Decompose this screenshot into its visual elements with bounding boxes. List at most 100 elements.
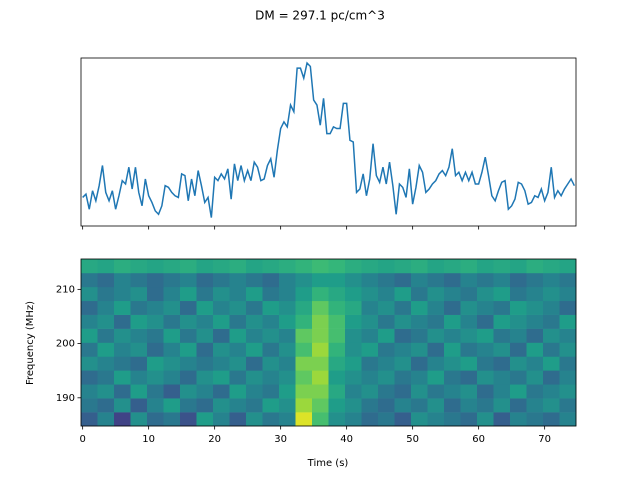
heatmap-cell — [147, 272, 164, 288]
x-tick-label: 50 — [406, 434, 419, 445]
heatmap-cell — [163, 384, 181, 399]
heatmap-cell — [361, 314, 379, 329]
heatmap-cell — [246, 286, 263, 302]
heatmap-cell — [196, 286, 214, 302]
heatmap-cell — [543, 342, 560, 357]
heatmap-cell — [81, 314, 98, 329]
heatmap-cell — [130, 286, 148, 302]
heatmap-cell — [295, 398, 313, 413]
heatmap-cell — [477, 272, 494, 288]
heatmap-cell — [97, 398, 115, 413]
heatmap-cell — [378, 356, 395, 371]
heatmap-cell — [163, 314, 181, 329]
heatmap-cell — [147, 300, 164, 315]
heatmap-cell — [559, 398, 577, 413]
heatmap-cell — [510, 272, 527, 288]
heatmap-cell — [510, 370, 527, 385]
heatmap-cell — [97, 384, 115, 399]
heatmap-cell — [81, 342, 98, 357]
heatmap-cell — [196, 370, 214, 385]
heatmap-cell — [493, 328, 511, 343]
heatmap-cell — [526, 384, 544, 399]
heatmap-cell — [477, 342, 494, 357]
heatmap-cell — [114, 314, 131, 329]
heatmap-cell — [328, 259, 346, 274]
heatmap-cell — [262, 412, 280, 427]
heatmap-cell — [361, 286, 379, 302]
heatmap-cell — [196, 259, 214, 274]
y-tick-label: 210 — [56, 284, 75, 295]
heatmap-cell — [510, 314, 527, 329]
heatmap-cell — [378, 314, 395, 329]
heatmap-cell — [543, 328, 560, 343]
heatmap-cell — [246, 314, 263, 329]
heatmap-cell — [345, 328, 362, 343]
heatmap-cell — [394, 259, 412, 274]
heatmap-cell — [229, 272, 247, 288]
heatmap-cell — [130, 398, 148, 413]
heatmap-cell — [213, 356, 230, 371]
heatmap-cell — [81, 328, 98, 343]
heatmap-cell — [345, 259, 362, 274]
heatmap-cell — [378, 272, 395, 288]
heatmap-cell — [114, 342, 131, 357]
heatmap-cell — [543, 384, 560, 399]
heatmap-cell — [411, 286, 428, 302]
heatmap-cell — [427, 286, 445, 302]
heatmap-cell — [411, 300, 428, 315]
heatmap-cell — [262, 384, 280, 399]
heatmap-cell — [196, 412, 214, 427]
heatmap-cell — [477, 384, 494, 399]
heatmap-cell — [444, 398, 461, 413]
heatmap-cell — [213, 328, 230, 343]
heatmap-cell — [229, 412, 247, 427]
heatmap-cell — [246, 384, 263, 399]
heatmap-cell — [114, 272, 131, 288]
heatmap-cell — [279, 356, 296, 371]
x-tick-label: 70 — [538, 434, 551, 445]
heatmap-cell — [361, 342, 379, 357]
heatmap-cell — [262, 286, 280, 302]
heatmap-cell — [543, 356, 560, 371]
heatmap-cell — [163, 272, 181, 288]
heatmap-cell — [229, 356, 247, 371]
heatmap-cell — [295, 370, 313, 385]
heatmap-cell — [526, 286, 544, 302]
heatmap-cell — [295, 286, 313, 302]
heatmap-cell — [147, 328, 164, 343]
heatmap-cell — [460, 328, 478, 343]
heatmap-cell — [147, 356, 164, 371]
heatmap-cell — [213, 370, 230, 385]
heatmap-cell — [427, 328, 445, 343]
heatmap-cell — [526, 342, 544, 357]
heatmap-cell — [163, 286, 181, 302]
heatmap-cell — [163, 328, 181, 343]
heatmap-cell — [246, 259, 263, 274]
heatmap-cell — [526, 412, 544, 427]
heatmap-cell — [180, 300, 197, 315]
heatmap-cell — [279, 300, 296, 315]
heatmap-cell — [312, 342, 329, 357]
heatmap-cell — [526, 300, 544, 315]
heatmap-cell — [460, 300, 478, 315]
heatmap-cell — [460, 412, 478, 427]
heatmap-cell — [279, 328, 296, 343]
heatmap-cell — [229, 259, 247, 274]
heatmap-cell — [196, 384, 214, 399]
heatmap-cell — [97, 314, 115, 329]
heatmap-cell — [345, 300, 362, 315]
heatmap-cell — [378, 412, 395, 427]
heatmap-cell — [196, 356, 214, 371]
heatmap-cell — [345, 286, 362, 302]
heatmap-cell — [345, 370, 362, 385]
heatmap-cell — [460, 384, 478, 399]
heatmap-cell — [312, 300, 329, 315]
heatmap-cell — [97, 370, 115, 385]
heatmap-cell — [213, 259, 230, 274]
heatmap-cell — [444, 314, 461, 329]
heatmap-cell — [345, 314, 362, 329]
heatmap-cell — [229, 300, 247, 315]
heatmap-cell — [130, 300, 148, 315]
heatmap-cell — [559, 356, 577, 371]
